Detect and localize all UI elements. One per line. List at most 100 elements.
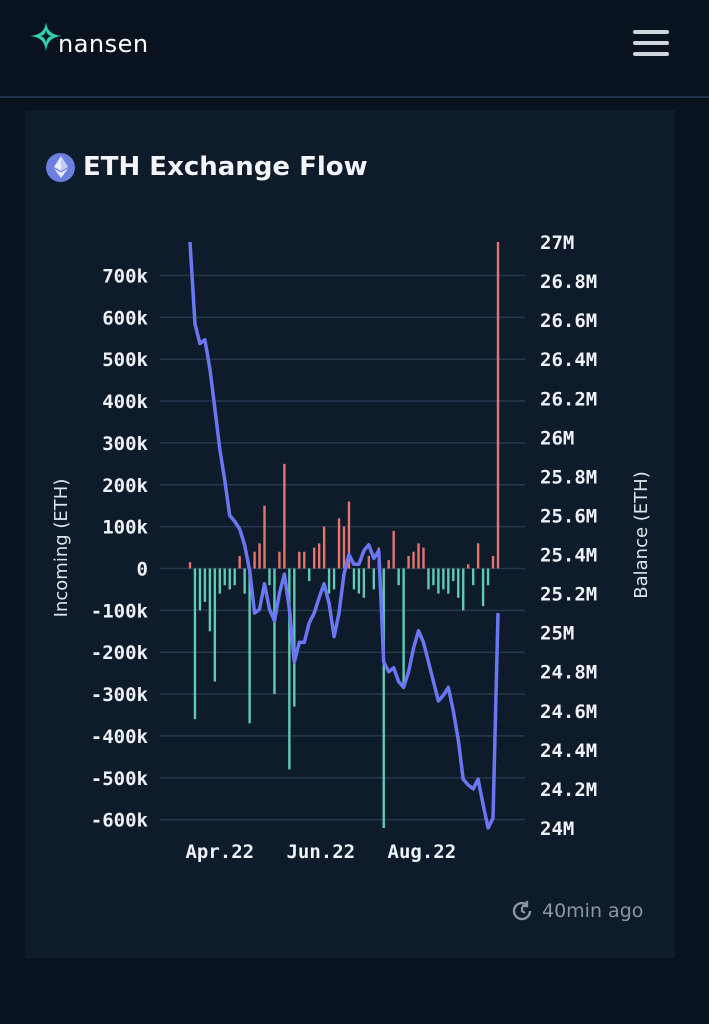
- inflow-bar: [347, 501, 351, 569]
- inflow-bar: [258, 543, 261, 569]
- outflow-bar: [427, 568, 430, 590]
- outflow-bar: [288, 568, 291, 770]
- inflow-bar: [278, 551, 281, 569]
- left-tick-label: -100k: [91, 600, 149, 622]
- left-tick-label: -500k: [91, 768, 149, 790]
- right-tick-label: 24.2M: [540, 779, 597, 801]
- logo-text: nansen: [58, 30, 149, 58]
- nansen-star-icon: [30, 22, 62, 52]
- inflow-bar: [298, 551, 301, 569]
- right-tick-label: 27M: [540, 232, 574, 254]
- hamburger-line: [633, 52, 669, 56]
- updated-text: 40min ago: [542, 900, 644, 922]
- inflow-bar: [407, 555, 410, 569]
- inflow-bar: [238, 555, 241, 569]
- outflow-bar: [268, 568, 271, 586]
- hamburger-menu-button[interactable]: [633, 30, 669, 58]
- outflow-bar: [213, 568, 217, 682]
- last-updated: 40min ago: [510, 899, 643, 923]
- outflow-bar: [357, 568, 361, 594]
- left-tick-label: 0: [137, 558, 148, 580]
- inflow-bar: [476, 543, 480, 569]
- inflow-bar: [303, 551, 306, 569]
- outflow-bar: [327, 568, 331, 594]
- outflow-bar: [352, 568, 356, 590]
- refresh-clock-icon[interactable]: [510, 899, 534, 923]
- right-tick-label: 25.2M: [540, 584, 597, 606]
- left-tick-label: -400k: [91, 726, 149, 748]
- outflow-bar: [273, 568, 276, 695]
- right-tick-label: 26M: [540, 427, 574, 449]
- outflow-bar: [432, 568, 435, 586]
- x-tick-label: Aug.22: [388, 841, 457, 863]
- left-tick-label: 400k: [102, 391, 148, 413]
- inflow-bar: [312, 547, 316, 569]
- outflow-bar: [447, 568, 450, 594]
- left-tick-label: 600k: [102, 307, 148, 329]
- inflow-bar: [496, 242, 500, 569]
- inflow-bar: [322, 526, 326, 569]
- outflow-bar: [223, 568, 226, 586]
- outflow-bar: [243, 568, 246, 594]
- outflow-bar: [457, 568, 460, 598]
- inflow-bar: [283, 463, 286, 569]
- ethereum-icon: [46, 152, 75, 182]
- right-tick-label: 26.6M: [540, 310, 597, 332]
- chart-title: ETH Exchange Flow: [83, 152, 368, 182]
- inflow-bar: [253, 551, 256, 569]
- right-tick-label: 26.2M: [540, 388, 597, 410]
- hamburger-line: [633, 41, 669, 45]
- x-tick-label: Apr.22: [185, 841, 254, 863]
- nansen-logo[interactable]: nansen: [30, 22, 149, 58]
- inflow-bar: [342, 526, 346, 569]
- right-tick-label: 26.4M: [540, 349, 597, 371]
- card-header: ETH Exchange Flow: [46, 152, 368, 182]
- right-tick-label: 25.4M: [540, 545, 597, 567]
- inflow-bar: [412, 551, 415, 569]
- right-tick-label: 24.8M: [540, 662, 597, 684]
- outflow-bar: [248, 568, 251, 724]
- inflow-bar: [466, 564, 470, 569]
- left-tick-label: 200k: [102, 475, 148, 497]
- right-tick-label: 24.6M: [540, 701, 597, 723]
- outflow-bar: [452, 568, 455, 582]
- right-tick-label: 26.8M: [540, 271, 597, 293]
- right-tick-label: 25M: [540, 623, 574, 645]
- right-tick-label: 24.4M: [540, 740, 597, 762]
- inflow-bar: [367, 555, 371, 569]
- outflow-bar: [308, 568, 311, 582]
- x-tick-label: Jun.22: [286, 841, 355, 863]
- outflow-bar: [193, 568, 197, 720]
- outflow-bar: [228, 568, 231, 590]
- left-tick-label: 100k: [102, 517, 148, 539]
- outflow-bar: [462, 568, 465, 611]
- left-tick-label: 500k: [102, 349, 148, 371]
- inflow-bar: [337, 518, 341, 569]
- outflow-bar: [437, 568, 440, 594]
- inflow-bar: [417, 543, 420, 569]
- left-tick-label: -600k: [91, 810, 149, 832]
- top-nav: nansen: [0, 0, 709, 98]
- inflow-bar: [263, 505, 266, 569]
- outflow-bar: [442, 568, 445, 590]
- outflow-bar: [208, 568, 212, 632]
- left-tick-label: -300k: [91, 684, 149, 706]
- outflow-bar: [332, 568, 336, 590]
- exchange-flow-chart: 700k 600k 500k 400k 300k 200k 100k 0 -100k -200k -…: [51, 232, 652, 863]
- outflow-bar: [486, 568, 490, 586]
- inflow-bar: [422, 547, 425, 569]
- outflow-bar: [402, 568, 405, 686]
- outflow-bar: [397, 568, 400, 586]
- inflow-bar: [491, 555, 495, 569]
- outflow-bar: [218, 568, 222, 594]
- right-tick-label: 25.6M: [540, 505, 597, 527]
- right-tick-label: 24M: [540, 818, 574, 840]
- outflow-bar: [198, 568, 202, 611]
- left-tick-label: 700k: [102, 265, 148, 287]
- inflow-bar: [188, 562, 192, 569]
- outflow-bar: [372, 568, 376, 590]
- outflow-bar: [293, 568, 296, 707]
- left-tick-label: -200k: [91, 642, 149, 664]
- outflow-bar: [471, 568, 475, 586]
- inflow-bar: [392, 530, 395, 569]
